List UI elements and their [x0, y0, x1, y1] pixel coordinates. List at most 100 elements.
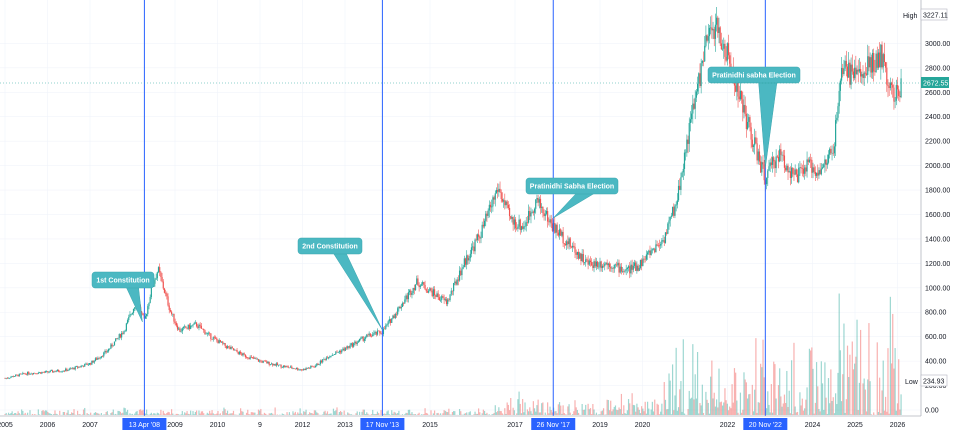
candle-body: [66, 368, 68, 371]
volume-bar: [256, 414, 258, 415]
volume-bar: [886, 411, 888, 415]
x-tick-label: 2007: [82, 422, 98, 429]
candle-body: [162, 281, 164, 289]
candle-body: [892, 84, 894, 88]
volume-bar: [610, 400, 612, 415]
candle-body: [673, 206, 675, 216]
volume-bar: [829, 403, 831, 415]
callout-box[interactable]: [297, 237, 363, 255]
candle-body: [256, 359, 258, 360]
x-axis[interactable]: 2005 2006 2007 2009 2010 9 2012 2013 2015 2017 201…: [0, 422, 905, 429]
volume-bar: [625, 413, 627, 415]
candle-body: [294, 368, 296, 370]
volume-bar: [474, 411, 476, 415]
candle-body: [185, 326, 187, 329]
volume-bar: [752, 411, 755, 415]
volume-bar: [808, 348, 811, 415]
candle-body: [299, 369, 301, 371]
volume-bar: [499, 410, 501, 415]
volume-bar: [602, 408, 605, 415]
candle-body: [417, 278, 419, 286]
candle-body: [98, 358, 100, 359]
volume-bar: [729, 406, 731, 415]
candle-body: [572, 245, 574, 248]
candle-body: [386, 324, 388, 326]
candle-body: [829, 148, 831, 155]
volume-bar: [818, 409, 820, 415]
candle-body: [226, 346, 229, 349]
volume-bar: [720, 401, 722, 415]
volume-bar: [492, 413, 494, 415]
candle-body: [812, 167, 814, 173]
candle-body: [42, 372, 44, 373]
volume-bar: [304, 411, 306, 415]
candle-body: [232, 348, 235, 351]
volume-bar: [105, 411, 107, 415]
candle-body: [306, 368, 308, 369]
volume-bar: [199, 413, 201, 415]
candle-body: [626, 267, 628, 270]
volume-bar: [303, 411, 305, 415]
candle-body: [193, 322, 195, 325]
volume-bar: [505, 413, 507, 415]
candle-body: [785, 167, 787, 171]
candle-body: [335, 351, 337, 355]
volume-bar: [115, 413, 117, 415]
volume-bar: [833, 413, 836, 415]
volume-bar: [24, 412, 26, 415]
callout-label: 2nd Constitution: [302, 244, 358, 251]
low-value-text: 234.93: [923, 379, 945, 386]
volume-bar: [81, 414, 83, 415]
candle-body: [561, 231, 563, 236]
candle-body: [618, 262, 620, 273]
volume-bar: [282, 414, 285, 415]
candle-body: [530, 212, 532, 217]
callout-box[interactable]: [91, 271, 155, 289]
candle-body: [291, 366, 293, 369]
volume-bar: [488, 414, 490, 415]
candle-body: [206, 333, 208, 334]
candle-body: [525, 222, 527, 227]
candle-body: [541, 206, 543, 208]
candle-body: [807, 159, 809, 163]
volume-bar: [554, 411, 556, 415]
candle-body: [298, 369, 300, 371]
candle-body: [588, 260, 590, 265]
candle-body: [682, 168, 684, 173]
volume-bar: [167, 411, 169, 415]
candle-body: [60, 371, 62, 373]
candle-body: [758, 151, 761, 162]
volume-bar: [520, 413, 523, 415]
volume-bar: [758, 402, 761, 415]
candle-body: [148, 302, 150, 307]
candle-body: [15, 374, 17, 377]
candle-body: [716, 17, 718, 25]
candle-body: [623, 271, 625, 272]
volume-bar: [328, 414, 330, 415]
volume-bar: [122, 412, 124, 415]
y-tick-label: 1800.00: [925, 188, 950, 195]
highlight-date-label: 20 Nov '22: [749, 422, 782, 429]
candle-body: [793, 173, 795, 175]
volume-bar: [773, 361, 775, 415]
y-axis[interactable]: 3000.00 2800.00 2600.00 2400.00 2200.00 2000.…: [925, 41, 950, 415]
volume-bar: [59, 410, 61, 415]
volume-bar: [397, 413, 399, 415]
volume-bar: [225, 413, 227, 415]
volume-bar: [41, 410, 43, 415]
volume-bar: [15, 412, 17, 415]
candle-body: [855, 67, 857, 75]
callout-box[interactable]: [525, 177, 619, 195]
candle-body: [462, 267, 464, 269]
candle-body: [871, 52, 874, 73]
volume-bar: [718, 368, 720, 415]
candle-body: [683, 152, 686, 169]
candle-body: [115, 338, 117, 342]
candle-body: [287, 366, 289, 368]
volume-bar: [606, 399, 608, 415]
candle-body: [508, 207, 511, 217]
candle-body: [448, 299, 450, 301]
candle-body: [824, 159, 826, 165]
volume-bar: [165, 414, 167, 415]
